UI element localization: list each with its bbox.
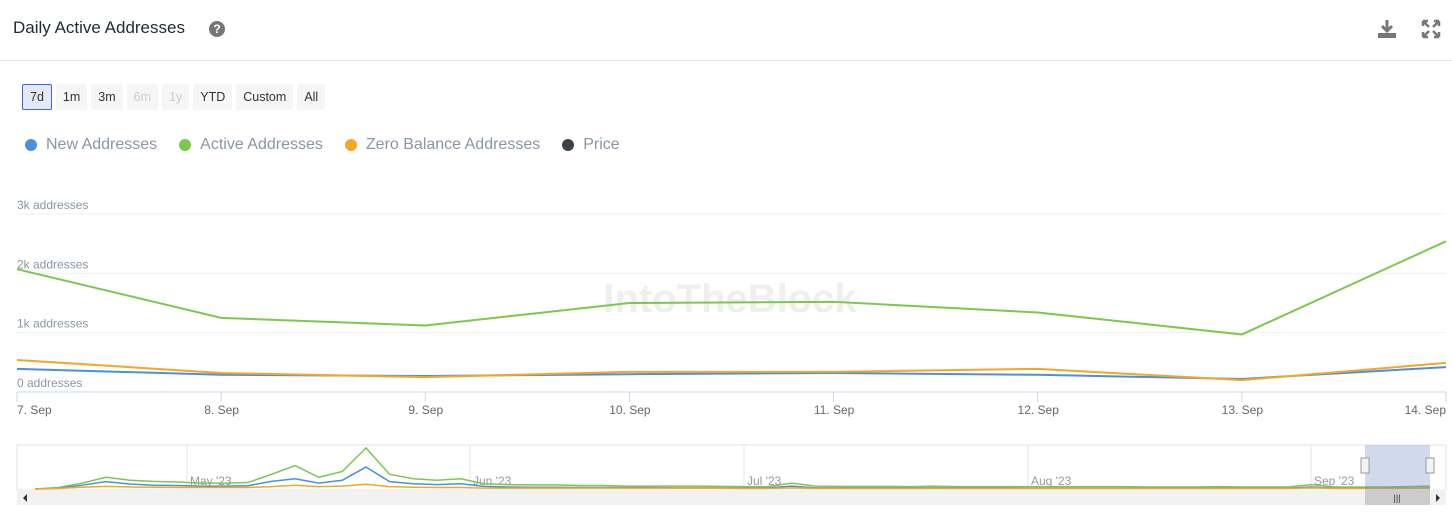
range-button-custom[interactable]: Custom bbox=[236, 84, 294, 110]
range-selector: 7d 1m 3m 6m 1y YTD Custom All bbox=[22, 84, 326, 110]
y-tick-label: 3k addresses bbox=[17, 198, 88, 212]
navigator-series-active bbox=[34, 446, 1431, 490]
range-button-all[interactable]: All bbox=[297, 84, 326, 110]
navigator-handle[interactable] bbox=[1425, 457, 1435, 474]
x-tick-label: 12. Sep bbox=[1018, 403, 1060, 417]
x-tick-label: 7. Sep bbox=[17, 403, 52, 417]
download-icon[interactable] bbox=[1376, 18, 1398, 40]
chart-title: Daily Active Addresses bbox=[13, 18, 185, 37]
scrollbar-track[interactable] bbox=[17, 490, 1446, 505]
x-tick-label: 14. Sep bbox=[1405, 403, 1447, 417]
navigator-month-label: Aug '23 bbox=[1031, 474, 1072, 488]
navigator bbox=[16, 444, 1447, 491]
legend-label: Price bbox=[583, 136, 620, 153]
navigator-series-zero bbox=[34, 483, 1431, 490]
scroll-right-icon[interactable] bbox=[1436, 494, 1440, 502]
legend-item[interactable]: Active Addresses bbox=[179, 136, 323, 154]
x-tick-label: 8. Sep bbox=[204, 403, 239, 417]
navigator-month-label: Sep '23 bbox=[1314, 474, 1355, 488]
legend-dot bbox=[179, 139, 192, 151]
series-line-active-addresses bbox=[16, 240, 1447, 336]
range-button-7d[interactable]: 7d bbox=[22, 84, 52, 110]
range-button-1y: 1y bbox=[162, 84, 190, 110]
y-tick-label: 0 addresses bbox=[17, 376, 82, 390]
legend-dot bbox=[25, 139, 37, 151]
y-tick-label: 2k addresses bbox=[17, 257, 88, 271]
legend-dot bbox=[562, 139, 575, 151]
range-button-ytd[interactable]: YTD bbox=[193, 84, 233, 110]
range-button-1m[interactable]: 1m bbox=[55, 84, 88, 110]
scrollbar-thumb[interactable] bbox=[1365, 490, 1430, 505]
legend-item[interactable]: New Addresses bbox=[25, 136, 157, 154]
legend-item[interactable]: Price bbox=[562, 136, 620, 154]
x-tick-label: 9. Sep bbox=[408, 403, 443, 417]
scroll-left-icon[interactable] bbox=[23, 494, 27, 502]
x-tick-label: 11. Sep bbox=[814, 403, 855, 417]
legend: New Addresses Active Addresses Zero Balanc… bbox=[25, 136, 620, 154]
navigator-selection bbox=[1365, 445, 1430, 490]
navigator-month-label: Jul '23 bbox=[747, 474, 782, 488]
expand-icon[interactable] bbox=[1420, 18, 1442, 40]
legend-dot bbox=[344, 139, 357, 151]
legend-label: Active Addresses bbox=[200, 136, 323, 153]
legend-label: New Addresses bbox=[46, 136, 158, 153]
chart-header: Daily Active Addresses ? bbox=[0, 0, 1452, 61]
y-tick-label: 1k addresses bbox=[17, 317, 88, 331]
question-circle-icon[interactable]: ? bbox=[209, 21, 225, 37]
legend-item[interactable]: Zero Balance Addresses bbox=[344, 136, 541, 154]
range-button-6m: 6m bbox=[126, 84, 159, 110]
legend-label: Zero Balance Addresses bbox=[365, 136, 541, 153]
range-button-3m[interactable]: 3m bbox=[91, 84, 123, 110]
watermark: IntoTheBlock bbox=[603, 277, 857, 321]
navigator-handle[interactable] bbox=[1360, 457, 1370, 474]
x-tick-label: 13. Sep bbox=[1222, 403, 1264, 417]
series-line-zero-balance-addresses bbox=[16, 358, 1447, 382]
scrollbar-grip-icon: ||| bbox=[1393, 493, 1400, 503]
x-tick-label: 10. Sep bbox=[609, 403, 651, 417]
navigator-month-label: May '23 bbox=[190, 474, 232, 488]
